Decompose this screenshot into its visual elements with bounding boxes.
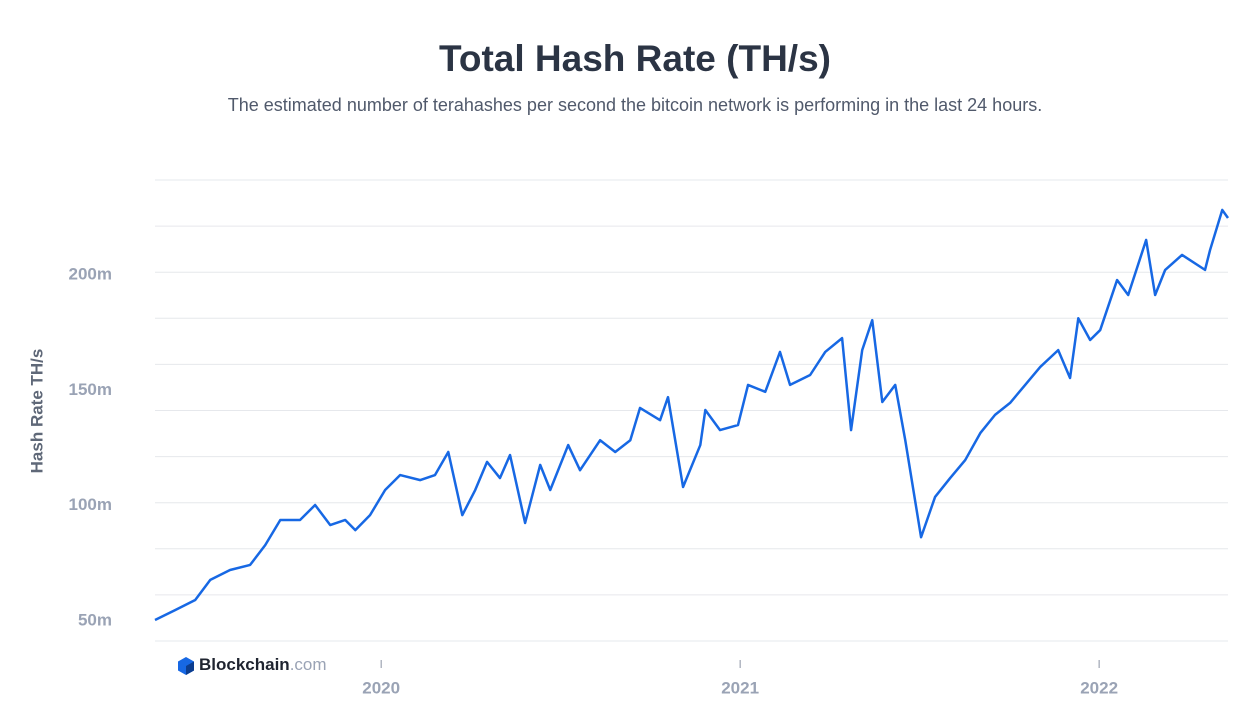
x-tick-label: 2020: [362, 678, 400, 697]
grid-layer: [155, 179, 1228, 642]
plot-layer: [154, 208, 1230, 622]
y-axis-label: Hash Rate TH/s: [27, 349, 46, 474]
x-tick-label: 2022: [1080, 678, 1118, 697]
y-tick-label: 200m: [69, 265, 112, 284]
chart-title: Total Hash Rate (TH/s): [439, 38, 831, 79]
logo-name: Blockchain: [199, 655, 290, 674]
logo: Blockchain.com: [178, 655, 327, 675]
y-tick-label: 150m: [69, 380, 112, 399]
data-line: [154, 208, 1230, 622]
y-tick-label: 100m: [69, 495, 112, 514]
logo-text: Blockchain.com: [199, 655, 327, 674]
logo-suffix: .com: [290, 655, 327, 674]
logo-icon-shade: [186, 661, 194, 675]
x-tick-label: 2021: [721, 678, 759, 697]
y-tick-label: 50m: [78, 610, 112, 629]
chart-subtitle: The estimated number of terahashes per s…: [228, 95, 1042, 115]
